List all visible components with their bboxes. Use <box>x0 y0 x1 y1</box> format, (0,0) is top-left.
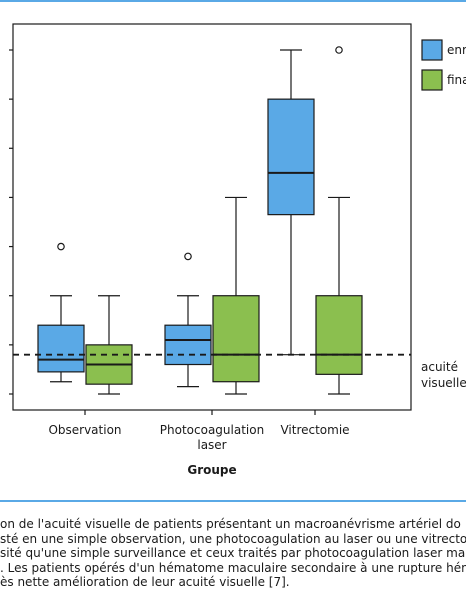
x-tick-label: Photocoagulation <box>160 423 264 437</box>
caption-line: on de l'acuité visuelle de patients prés… <box>0 517 461 531</box>
reference-line-label-2: visuelle <box>421 376 466 390</box>
x-axis-title: Groupe <box>187 463 236 477</box>
caption-line: . Les patients opérés d'un hématome macu… <box>0 560 466 575</box>
legend-swatch <box>421 39 443 61</box>
caption-rule <box>0 500 466 502</box>
x-tick-label: Vitrectomie <box>280 423 349 437</box>
caption-line: sté en une simple observation, une photo… <box>0 531 466 546</box>
legend-label: fina <box>447 73 466 87</box>
outlier-point <box>57 242 65 251</box>
reference-line-label-1: acuité <box>421 360 458 374</box>
outlier-point <box>335 46 343 54</box>
legend-swatch <box>421 69 443 91</box>
box-fina <box>315 295 363 375</box>
caption-line: sité qu'une simple surveillance et ceux … <box>0 546 466 560</box>
caption-line: ès nette amélioration de leur acuité vis… <box>0 575 290 589</box>
box-enr <box>164 324 212 366</box>
x-tick-label: Observation <box>48 423 121 437</box>
box-fina <box>212 295 260 383</box>
top-rule <box>0 0 466 2</box>
x-tick-label: laser <box>197 438 226 452</box>
figure-caption: on de l'acuité visuelle de patients prés… <box>0 517 466 590</box>
legend-label: enr <box>447 43 466 57</box>
box-enr <box>37 324 85 373</box>
box-enr <box>267 98 315 216</box>
outlier-point <box>184 252 192 261</box>
